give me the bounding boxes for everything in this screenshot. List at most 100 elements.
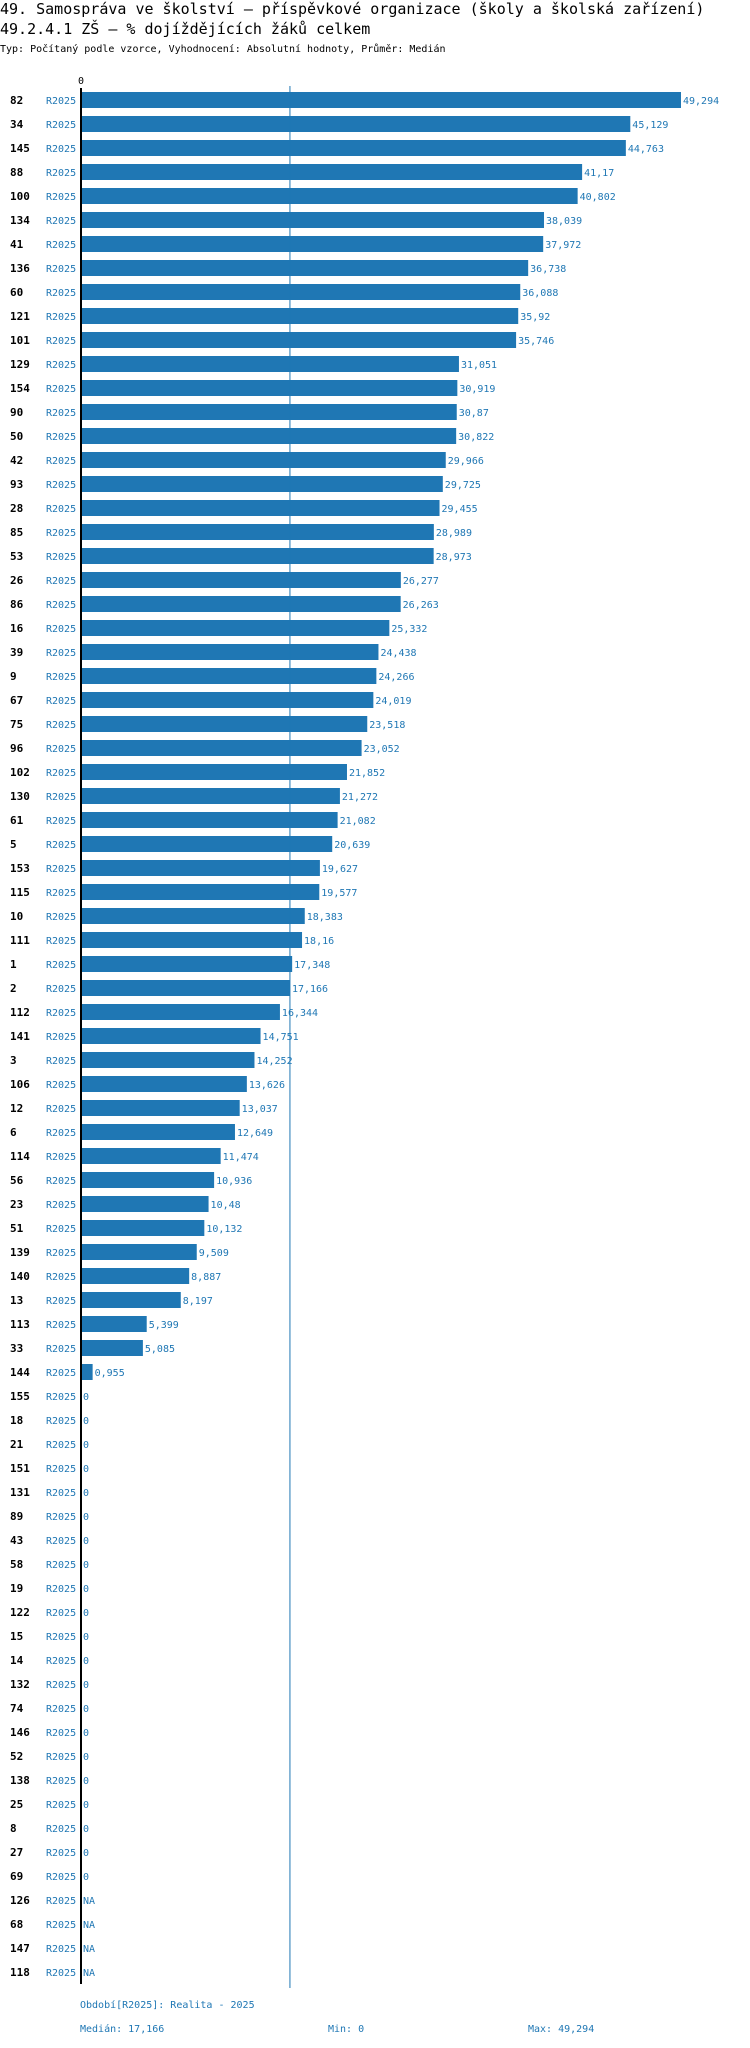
category-label: 136: [10, 262, 30, 275]
bar: [81, 380, 458, 396]
series-label: R2025: [46, 1968, 76, 1979]
data-label: NA: [83, 1920, 95, 1931]
series-label: R2025: [46, 408, 76, 419]
data-label: 5,399: [149, 1320, 179, 1331]
data-label: 0: [83, 1704, 89, 1715]
category-label: 60: [10, 286, 23, 299]
category-label: 67: [10, 694, 23, 707]
data-label: 0: [83, 1872, 89, 1883]
data-label: 31,051: [461, 360, 497, 371]
category-label: 69: [10, 1870, 23, 1883]
bar: [81, 932, 303, 948]
series-label: R2025: [46, 1320, 76, 1331]
bar: [81, 908, 305, 924]
data-label: 0: [83, 1488, 89, 1499]
data-label: 19,627: [322, 864, 358, 875]
category-label: 154: [10, 382, 30, 395]
bar: [81, 572, 401, 588]
series-label: R2025: [46, 192, 76, 203]
category-label: 23: [10, 1198, 23, 1211]
category-label: 18: [10, 1414, 23, 1427]
series-label: R2025: [46, 600, 76, 611]
data-label: 0: [83, 1584, 89, 1595]
category-label: 122: [10, 1606, 30, 1619]
bar: [81, 1076, 247, 1092]
bar: [81, 236, 544, 252]
series-label: R2025: [46, 744, 76, 755]
bar: [81, 884, 320, 900]
data-label: 8,887: [191, 1272, 221, 1283]
series-label: R2025: [46, 480, 76, 491]
bar: [81, 788, 340, 804]
series-label: R2025: [46, 576, 76, 587]
series-label: R2025: [46, 1824, 76, 1835]
series-label: R2025: [46, 696, 76, 707]
category-label: 131: [10, 1486, 30, 1499]
data-label: 25,332: [391, 624, 427, 635]
category-label: 130: [10, 790, 30, 803]
category-label: 132: [10, 1678, 30, 1691]
data-label: 29,725: [445, 480, 481, 491]
bar: [81, 212, 545, 228]
series-label: R2025: [46, 1128, 76, 1139]
series-label: R2025: [46, 432, 76, 443]
bar: [81, 1004, 280, 1020]
bar: [81, 1268, 190, 1284]
bar: [81, 956, 293, 972]
category-label: 144: [10, 1366, 30, 1379]
series-label: R2025: [46, 1104, 76, 1115]
data-label: 17,348: [294, 960, 330, 971]
data-label: 35,746: [518, 336, 554, 347]
category-label: 121: [10, 310, 30, 323]
category-label: 115: [10, 886, 30, 899]
category-label: 33: [10, 1342, 23, 1355]
data-label: 17,166: [292, 984, 328, 995]
bar: [81, 428, 457, 444]
data-label: 19,577: [321, 888, 357, 899]
category-label: 28: [10, 502, 23, 515]
series-label: R2025: [46, 528, 76, 539]
category-label: 75: [10, 718, 23, 731]
series-label: R2025: [46, 1272, 76, 1283]
category-label: 102: [10, 766, 30, 779]
bar: [81, 188, 578, 204]
series-label: R2025: [46, 1440, 76, 1451]
data-label: 12,649: [237, 1128, 273, 1139]
bar: [81, 620, 390, 636]
series-label: R2025: [46, 1944, 76, 1955]
data-label: 0: [83, 1728, 89, 1739]
category-label: 111: [10, 934, 30, 947]
series-label: R2025: [46, 1536, 76, 1547]
data-label: 40,802: [580, 192, 616, 203]
series-label: R2025: [46, 864, 76, 875]
category-label: 153: [10, 862, 30, 875]
data-label: 13,037: [242, 1104, 278, 1115]
series-label: R2025: [46, 456, 76, 467]
bar: [81, 716, 368, 732]
bar: [81, 164, 583, 180]
data-label: 21,272: [342, 792, 378, 803]
category-label: 51: [10, 1222, 24, 1235]
data-label: 28,989: [436, 528, 472, 539]
category-label: 13: [10, 1294, 23, 1307]
series-label: R2025: [46, 1872, 76, 1883]
series-label: R2025: [46, 1296, 76, 1307]
data-label: 0: [83, 1848, 89, 1859]
category-label: 5: [10, 838, 17, 851]
bar: [81, 1196, 209, 1212]
bar: [81, 452, 446, 468]
category-label: 147: [10, 1942, 30, 1955]
bar: [81, 332, 517, 348]
data-label: 30,919: [459, 384, 495, 395]
category-label: 12: [10, 1102, 23, 1115]
data-label: 24,019: [375, 696, 411, 707]
data-label: 10,936: [216, 1176, 252, 1187]
category-label: 68: [10, 1918, 23, 1931]
data-label: 26,263: [403, 600, 439, 611]
category-label: 140: [10, 1270, 30, 1283]
data-label: 0: [83, 1464, 89, 1475]
category-label: 2: [10, 982, 17, 995]
chart-title-indicator: 49.2.4.1 ZŠ – % dojíždějících žáků celke…: [0, 20, 371, 38]
category-label: 27: [10, 1846, 23, 1859]
data-label: 24,266: [378, 672, 414, 683]
